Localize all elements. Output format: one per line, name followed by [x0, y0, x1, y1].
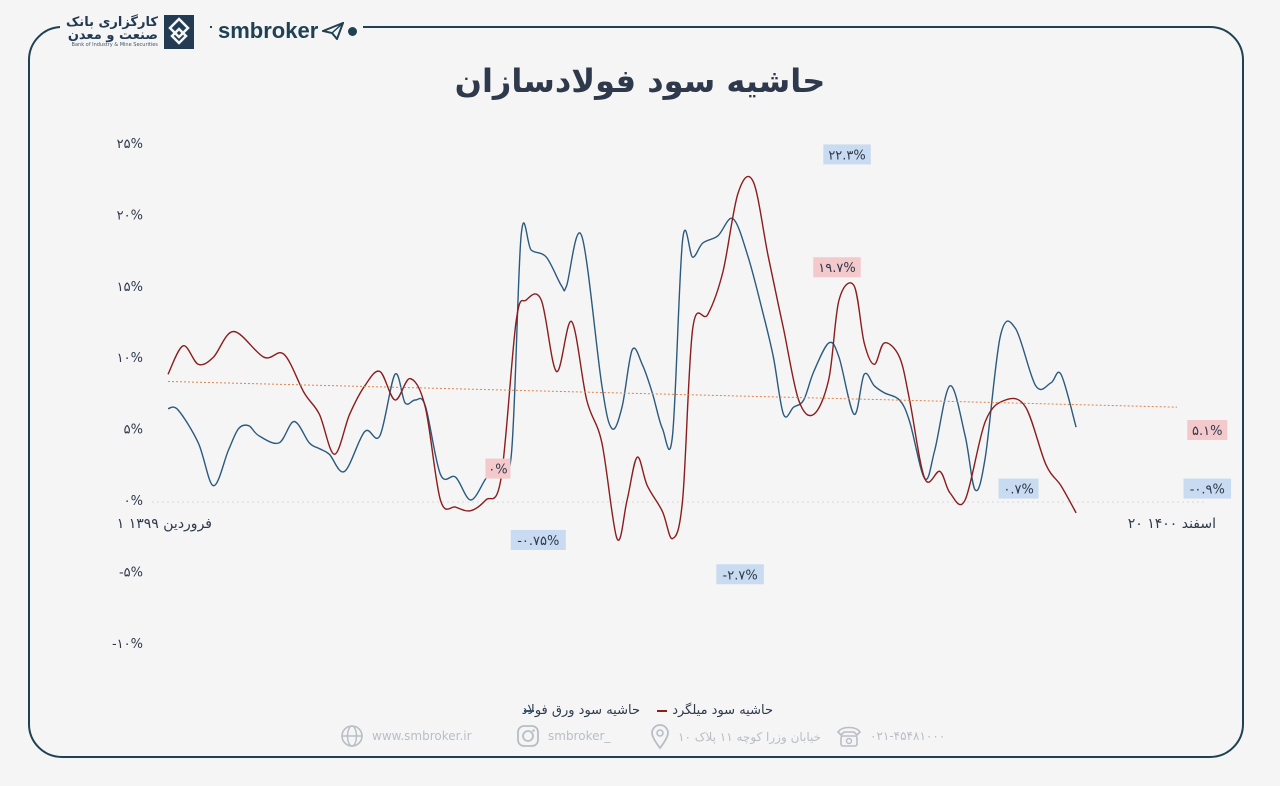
bank-logo-icon [163, 15, 194, 49]
data-label-text: -۰.۹% [1190, 483, 1225, 498]
brand-dot-icon [348, 26, 358, 36]
bank-name-line2: صنعت و معدن [67, 28, 158, 44]
data-label-text: ۱۹.۷% [818, 261, 855, 276]
sheet-margin-line [167, 217, 1077, 501]
brand-block: smbroker [212, 16, 364, 46]
y-tick-label: ۲۵% [117, 137, 143, 152]
y-tick-label: ۵% [124, 423, 143, 438]
bank-name-line1: کارگزاری بانک [66, 14, 158, 30]
data-label-bg [510, 529, 566, 550]
x-end-label: ۲۰ اسفند ۱۴۰۰ [1128, 516, 1216, 532]
rebar-margin-line [167, 175, 1077, 541]
telephone-icon [836, 726, 862, 747]
brand-name: smbroker [218, 18, 319, 43]
phone-text: ۰۲۱-۴۵۴۸۱۰۰۰ [870, 729, 946, 743]
data-label-bg [813, 257, 861, 278]
y-tick-label: ۲۰% [117, 208, 143, 223]
footer-phone: ۰۲۱-۴۵۴۸۱۰۰۰ [836, 724, 945, 748]
footer-website: www.smbroker.ir [340, 724, 472, 748]
data-label: ۵.۱% [1187, 420, 1228, 441]
data-label-text: -۰.۷۵% [517, 534, 559, 549]
y-tick-label: -۵% [119, 565, 143, 580]
location-pin-icon [651, 724, 669, 750]
y-tick-label: ۰% [124, 494, 143, 509]
y-tick-label: -۱۰% [112, 637, 143, 652]
data-label: -۲.۷% [716, 564, 764, 585]
data-label-text: ۵.۱% [1192, 424, 1222, 439]
data-label-bg [716, 564, 764, 585]
instagram-icon [517, 725, 539, 747]
data-label: ۰% [485, 458, 511, 479]
footer: www.smbroker.ir smbroker_ خیابان وزرا کو… [340, 724, 960, 754]
chart-frame [28, 26, 1244, 758]
footer-address: خیابان وزرا کوچه ۱۱ پلاک ۱۰ [650, 724, 821, 750]
legend-item: حاشیه سود ورق فولاد [522, 703, 640, 718]
x-start-label: ۱ فروردین ۱۳۹۹ [117, 516, 212, 532]
legend-label: حاشیه سود میلگرد [672, 702, 773, 718]
data-label-bg [1187, 420, 1228, 441]
data-label-text: -۲.۷% [723, 568, 758, 583]
header: کارگزاری بانک صنعت و معدن Bank of Indust… [0, 4, 1280, 54]
data-label: -۰.۷۵% [510, 529, 566, 550]
data-label-bg [485, 458, 511, 479]
trend-line [167, 380, 1178, 408]
legend-item: حاشیه سود میلگرد [657, 702, 773, 718]
data-label-bg [823, 144, 871, 165]
website-text: www.smbroker.ir [372, 729, 472, 743]
address-text: خیابان وزرا کوچه ۱۱ پلاک ۱۰ [678, 730, 822, 744]
data-label: ۰.۷% [998, 478, 1039, 499]
bank-logo-block: کارگزاری بانک صنعت و معدن Bank of Indust… [60, 10, 210, 54]
legend-label: حاشیه سود ورق فولاد [522, 703, 640, 718]
bank-name-en: Bank of Industry & Mine Securities [71, 42, 158, 49]
footer-instagram: smbroker_ [516, 724, 610, 748]
data-label: ۲۲.۳% [823, 144, 871, 165]
y-tick-label: ۱۵% [117, 280, 143, 295]
data-label-bg [1183, 478, 1232, 499]
globe-icon [341, 725, 363, 747]
y-tick-label: ۱۰% [117, 351, 143, 366]
data-label: -۰.۹% [1183, 478, 1232, 499]
data-label: ۱۹.۷% [813, 257, 861, 278]
data-label-bg [998, 478, 1039, 499]
instagram-text: smbroker_ [548, 729, 611, 743]
paper-plane-icon [322, 22, 345, 40]
chart-title: حاشیه سود فولادسازان [454, 62, 826, 100]
data-label-text: ۰.۷% [1003, 483, 1033, 498]
data-label-text: ۲۲.۳% [828, 148, 865, 163]
data-label-text: ۰% [488, 463, 507, 478]
